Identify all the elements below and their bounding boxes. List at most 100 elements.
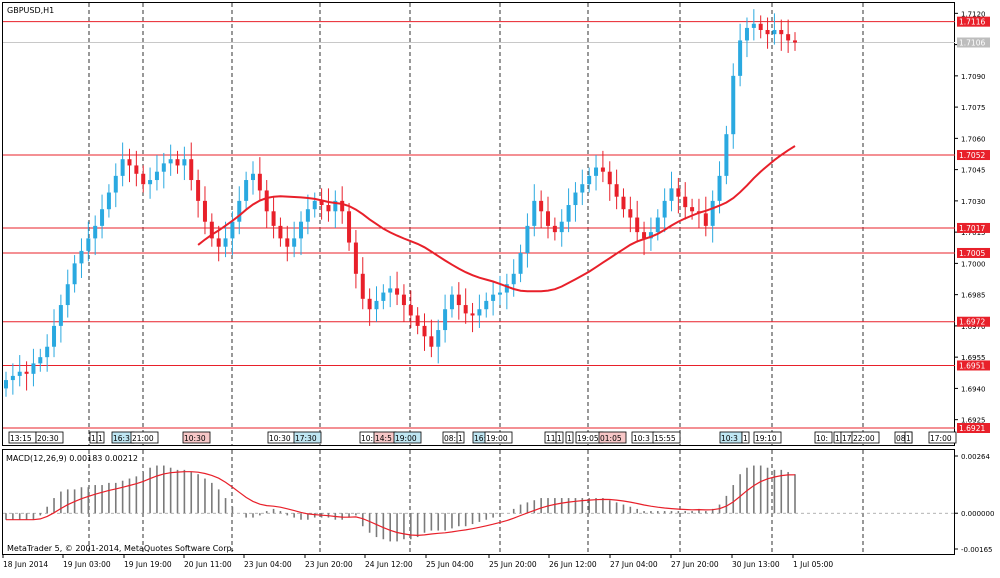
- candle-body: [319, 200, 324, 206]
- macd-axis: 0.00264 0.000000 -0.00165: [955, 453, 994, 554]
- candle-body: [758, 23, 763, 31]
- session-label: 1: [458, 434, 463, 443]
- candle-body: [79, 250, 84, 264]
- macd-pane[interactable]: [2, 449, 955, 555]
- session-label: 14:5: [375, 434, 392, 443]
- candle-body: [559, 221, 564, 233]
- candle-body: [662, 200, 667, 218]
- candle-body: [744, 27, 749, 41]
- price-tick: 1.6970: [961, 323, 986, 331]
- time-axis: 18 Jun 2014 19 Jun 03:00 19 Jun 19:00 20 Ju…: [2, 555, 833, 569]
- candle-body: [305, 209, 310, 222]
- session-label: 16:3: [113, 434, 130, 443]
- candle-body: [17, 371, 22, 376]
- price-tag-bg: [957, 360, 990, 371]
- candle-body: [175, 159, 180, 166]
- candle-body: [655, 217, 660, 233]
- price-tag: 1.6972: [959, 318, 985, 327]
- session-box: [555, 431, 564, 444]
- candle-body: [477, 309, 482, 316]
- candle-body: [751, 23, 756, 28]
- candle-body: [24, 371, 29, 374]
- candle-body: [100, 209, 105, 226]
- price-tag-bg: [957, 150, 990, 161]
- session-box: [182, 431, 211, 444]
- session-box: [393, 431, 422, 444]
- candle-body: [628, 209, 633, 218]
- candle-body: [134, 165, 139, 174]
- session-label: 10:30: [269, 434, 291, 443]
- candle-body: [573, 192, 578, 206]
- macd-tick: 0.000000: [961, 510, 994, 518]
- candle-body: [326, 205, 331, 212]
- price-tag-bg: [957, 16, 990, 27]
- candle-body: [312, 200, 317, 210]
- candle-body: [566, 205, 571, 222]
- candle-body: [600, 167, 605, 172]
- session-label: 17:30: [295, 434, 317, 443]
- candle-body: [546, 211, 551, 226]
- price-tag-bg: [957, 423, 990, 433]
- candle-body: [429, 336, 434, 347]
- candle-body: [127, 159, 132, 166]
- candle-body: [209, 221, 214, 239]
- candle-body: [333, 200, 338, 212]
- session-box: [851, 431, 880, 444]
- candle-body: [793, 40, 797, 43]
- candle-body: [285, 238, 290, 247]
- horizontal-levels[interactable]: [3, 21, 955, 429]
- candle-body: [642, 232, 647, 239]
- candle-body: [31, 363, 36, 374]
- candle-body: [299, 221, 304, 239]
- price-tick: 1.7015: [961, 229, 986, 237]
- candle-body: [250, 173, 255, 181]
- candle-body: [470, 313, 475, 316]
- session-label: 1: [835, 434, 840, 443]
- candle-body: [786, 34, 791, 41]
- time-tick: 1 Jul 05:00: [793, 560, 833, 569]
- session-label: 20:30: [37, 434, 59, 443]
- candle-body: [168, 159, 173, 164]
- session-box: [741, 431, 750, 444]
- price-tick: 1.7000: [961, 260, 986, 268]
- candle-body: [456, 294, 461, 306]
- price-tag: 1.7005: [959, 249, 985, 258]
- copyright-footer: MetaTrader 5, © 2001-2014, MetaQuotes So…: [7, 544, 234, 553]
- session-label: 13:15: [10, 434, 32, 443]
- price-tag: 1.6951: [959, 361, 985, 370]
- candle-body: [38, 357, 43, 364]
- price-pane[interactable]: [2, 2, 955, 446]
- candle-body: [10, 375, 15, 381]
- time-tick: 30 Jun 13:00: [732, 560, 780, 569]
- candle-body: [415, 315, 420, 326]
- candle-body: [244, 180, 249, 201]
- candles: [4, 9, 797, 397]
- session-box: [96, 431, 105, 444]
- candle-body: [106, 192, 111, 210]
- price-tick: 1.7030: [961, 198, 986, 206]
- candle-body: [58, 305, 63, 326]
- price-tick: 1.7045: [961, 167, 986, 175]
- session-label: 16:: [474, 434, 486, 443]
- session-label: 19:00: [395, 434, 417, 443]
- candle-body: [353, 242, 358, 274]
- candle-body: [587, 175, 592, 185]
- price-tick: 1.7120: [961, 10, 986, 18]
- candle-body: [388, 288, 393, 293]
- vertical-grid: [88, 3, 864, 555]
- session-label: 11: [546, 434, 556, 443]
- candle-body: [539, 200, 544, 212]
- price-tag: 1.7106: [959, 39, 985, 48]
- candle-body: [367, 298, 372, 310]
- session-label: 1: [906, 434, 911, 443]
- session-box: [904, 431, 913, 444]
- candle-body: [635, 217, 640, 233]
- candle-body: [669, 188, 674, 201]
- session-label: 1: [557, 434, 562, 443]
- session-label: 19:00: [486, 434, 508, 443]
- candle-body: [607, 171, 612, 185]
- candle-body: [113, 175, 118, 193]
- candle-body: [724, 134, 729, 176]
